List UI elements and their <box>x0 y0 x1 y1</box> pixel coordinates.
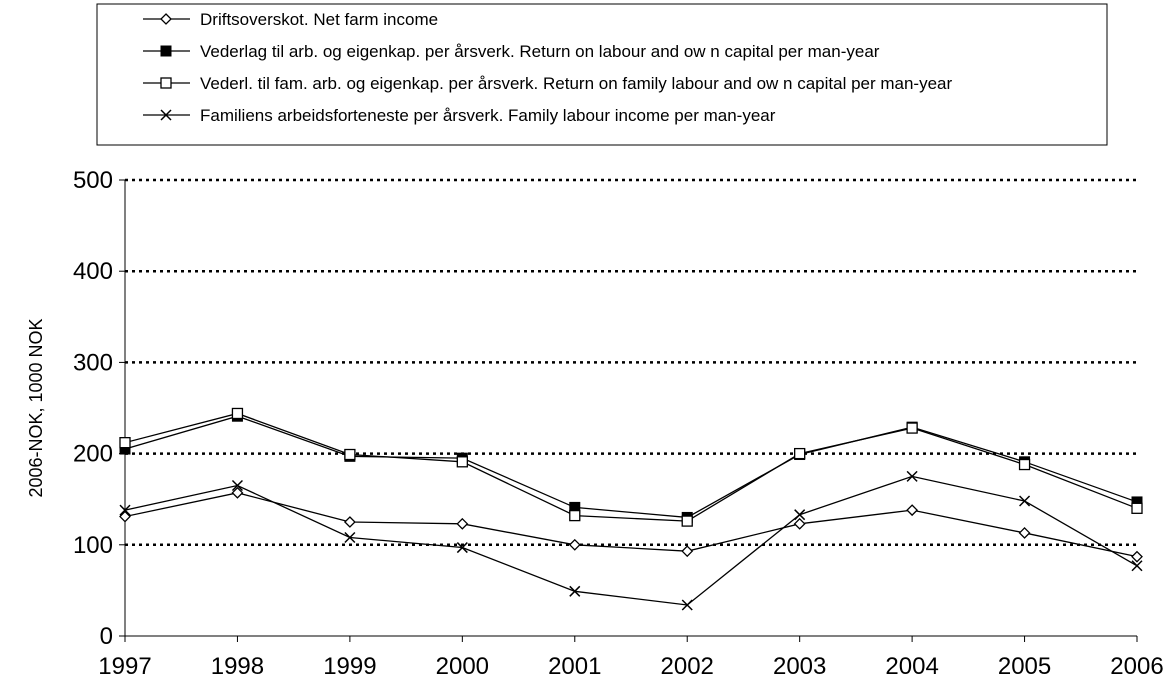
legend-marker <box>160 77 172 89</box>
legend-item-4: Familiens arbeidsforteneste per årsverk.… <box>143 106 776 125</box>
data-point-1-2006 <box>1131 550 1143 563</box>
x-tick-label: 2005 <box>998 653 1051 680</box>
x-tick-label: 2006 <box>1110 653 1163 680</box>
legend-item-1: Driftsoverskot. Net farm income <box>143 10 438 29</box>
x-tick-label: 2001 <box>548 653 601 680</box>
x-tick-label: 2004 <box>885 653 938 680</box>
series-1 <box>119 486 1143 563</box>
y-tick-label: 0 <box>100 623 113 650</box>
data-point-1-2004 <box>906 504 919 517</box>
x-tick-label: 1999 <box>323 653 376 680</box>
x-tick-label: 1997 <box>98 653 151 680</box>
legend-item-2: Vederlag til arb. og eigenkap. per årsve… <box>143 42 880 61</box>
data-point-3-2003 <box>794 447 806 460</box>
data-point-1-1999 <box>343 516 356 528</box>
data-point-3-2006 <box>1131 502 1143 514</box>
data-point-3-2001 <box>569 509 581 522</box>
legend-marker <box>160 109 172 121</box>
legend-box <box>96 3 1108 146</box>
data-point-3-1997 <box>119 437 131 449</box>
legend-label: Vederlag til arb. og eigenkap. per årsve… <box>200 42 880 61</box>
legend: Driftsoverskot. Net farm income Vederlag … <box>96 3 1108 146</box>
data-point-4-2005 <box>1019 495 1031 507</box>
data-point-4-1998 <box>231 479 243 492</box>
y-axis-label: 2006-NOK, 1000 NOK <box>26 318 46 497</box>
series-2 <box>119 410 1143 523</box>
series-3 <box>119 407 1143 527</box>
legend-marker <box>160 45 172 57</box>
legend-label: Familiens arbeidsforteneste per årsverk.… <box>200 106 776 125</box>
legend-item-3: Vederl. til fam. arb. og eigenkap. per å… <box>143 74 952 93</box>
legend-label: Driftsoverskot. Net farm income <box>200 10 438 29</box>
data-point-1-2005 <box>1018 527 1031 539</box>
series-line-3 <box>124 412 1138 522</box>
x-tick-label: 1998 <box>211 653 264 680</box>
y-tick-label: 400 <box>73 258 113 285</box>
series-line-2 <box>124 415 1138 519</box>
data-point-4-2006 <box>1131 560 1143 572</box>
x-tick-label: 2000 <box>436 653 489 680</box>
data-point-1-2000 <box>456 517 469 530</box>
data-point-3-1998 <box>231 407 244 420</box>
data-point-1-2001 <box>568 538 581 551</box>
data-point-3-1999 <box>344 448 356 461</box>
x-tick-label: 2003 <box>773 653 826 680</box>
data-point-4-2000 <box>456 542 468 554</box>
data-point-4-2004 <box>906 470 918 482</box>
y-tick-label: 100 <box>73 532 113 559</box>
y-tick-label: 300 <box>73 349 113 376</box>
plot-area: 0 100 200 300 400 500 1997 1998 1999 2000 2001 200… <box>73 167 1164 680</box>
data-point-3-2002 <box>681 515 693 527</box>
data-point-1-1997 <box>119 510 131 523</box>
data-point-4-1999 <box>344 531 356 544</box>
y-tick-label: 500 <box>73 167 113 194</box>
data-point-1-1998 <box>231 486 244 499</box>
data-point-4-2002 <box>681 599 693 611</box>
series-line-1 <box>124 492 1138 558</box>
y-tick-label: 200 <box>73 441 113 468</box>
series-line-4 <box>124 475 1138 606</box>
legend-label: Vederl. til fam. arb. og eigenkap. per å… <box>200 74 952 93</box>
data-point-1-2003 <box>793 517 806 530</box>
x-tick-label: 2002 <box>661 653 714 680</box>
series-4 <box>119 470 1143 611</box>
data-point-3-2004 <box>906 422 918 434</box>
data-point-4-1997 <box>119 504 131 516</box>
data-point-1-2002 <box>681 545 694 558</box>
data-point-4-2001 <box>569 585 581 597</box>
data-point-3-2000 <box>456 456 468 468</box>
data-point-3-2005 <box>1018 458 1031 471</box>
legend-marker <box>160 13 172 25</box>
data-point-4-2003 <box>794 509 806 521</box>
